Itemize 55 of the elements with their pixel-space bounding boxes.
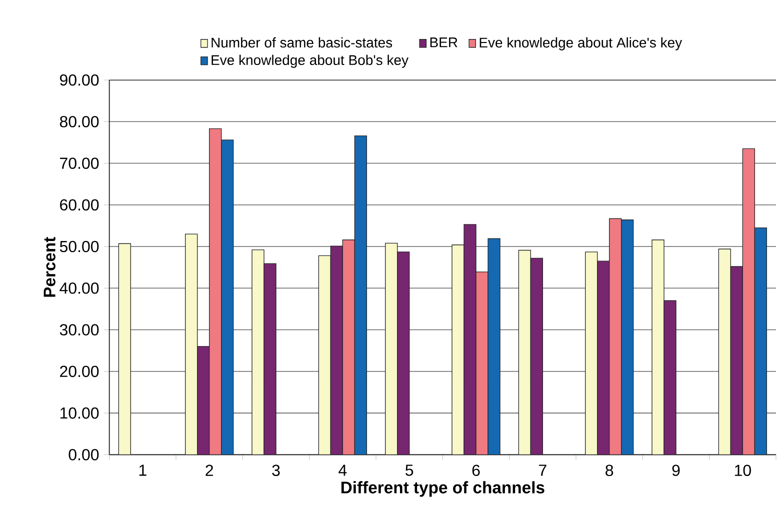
x-tick-label: 4	[338, 464, 347, 476]
bar	[621, 220, 634, 455]
bar	[342, 240, 356, 455]
bar	[452, 244, 464, 455]
bar	[197, 346, 210, 455]
bar	[609, 218, 622, 455]
y-tick-label: 10.00	[60, 407, 99, 419]
bar	[476, 272, 488, 455]
y-tick-label: 80.00	[60, 116, 99, 128]
x-tick-label: 1	[139, 464, 146, 476]
x-tick-label: 3	[272, 464, 280, 476]
x-tick-label: 7	[539, 464, 546, 476]
y-tick-label: 60.00	[60, 199, 99, 211]
y-axis-title: Percent	[44, 236, 56, 297]
bar	[585, 252, 598, 455]
y-tick-label: 0.00	[68, 449, 99, 460]
y-tick-label: 90.00	[60, 74, 99, 86]
bar	[385, 242, 398, 455]
bar	[221, 140, 234, 455]
bar	[742, 148, 756, 455]
y-tick-label: 30.00	[60, 324, 99, 336]
y-tick-label: 40.00	[60, 282, 99, 294]
bar	[264, 263, 276, 455]
bar	[209, 128, 222, 455]
legend-label: Number of same basic-states	[212, 37, 392, 48]
bar	[530, 258, 544, 455]
bar	[252, 250, 264, 455]
bar	[652, 240, 664, 455]
legend-label: BER	[430, 38, 458, 48]
bar	[118, 243, 131, 455]
y-tick-label: 70.00	[60, 158, 99, 169]
bar	[185, 234, 198, 455]
bar	[597, 260, 610, 455]
bar	[664, 300, 676, 455]
x-tick-label: 10	[734, 464, 751, 476]
bar	[330, 246, 344, 455]
bar	[488, 238, 500, 455]
bar	[718, 248, 732, 455]
bar	[354, 135, 368, 455]
x-tick-label: 6	[472, 464, 480, 476]
bar	[318, 255, 332, 455]
x-tick-label: 8	[606, 464, 614, 476]
x-tick-label: 2	[206, 464, 213, 476]
legend-label: Eve knowledge about Bob's key	[212, 54, 408, 68]
x-axis-title: Different type of channels	[341, 481, 544, 497]
bar	[397, 252, 410, 455]
bar	[730, 266, 744, 455]
bar	[518, 250, 532, 455]
x-tick-label: 9	[672, 464, 680, 476]
x-tick-label: 5	[406, 464, 414, 476]
bar	[754, 227, 768, 455]
y-tick-label: 50.00	[60, 240, 99, 252]
legend-label: Eve knowledge about Alice's key	[480, 37, 682, 50]
bar	[464, 224, 476, 455]
y-tick-label: 20.00	[60, 366, 99, 378]
